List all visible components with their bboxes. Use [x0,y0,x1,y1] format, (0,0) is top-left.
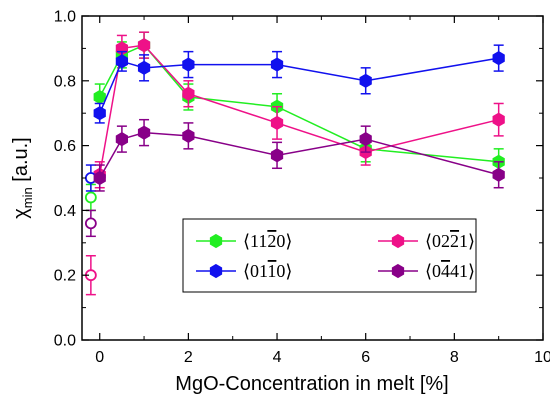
legend-swatch-marker [209,263,223,279]
legend-swatch-marker [391,263,405,279]
y-axis-title-symbol: χ [10,208,32,219]
x-tick-label: 2 [184,349,193,366]
y-axis-title-subscript: min [20,187,35,208]
legend-box [182,218,477,293]
data-point [137,125,151,140]
data-point [182,57,195,72]
legend-label: ⟨1120⟩ [243,231,292,251]
y-tick-label: 0.2 [54,268,76,285]
x-axis-title: MgO-Concentration in melt [%] [175,373,448,395]
x-tick-label: 0 [95,349,104,366]
data-point [93,170,106,186]
x-tick-label: 10 [534,349,550,366]
legend: ⟨1120⟩ ⟨0221⟩ ⟨0110⟩ ⟨0441⟩ [182,218,477,293]
legend-label: ⟨0110⟩ [243,261,292,281]
y-tick-label: 0.8 [54,73,76,90]
y-axis-title-unit: [a.u.] [10,137,32,181]
legend-swatch-marker [209,233,223,249]
series-s0441 [84,118,505,238]
axes: 0 2 4 6 8 10 0.0 0.2 0.4 0.6 0.8 1.0 [54,9,550,367]
legend-entry-s0441: ⟨0441⟩ [378,261,475,281]
data-point [492,112,505,127]
y-tick-label: 0.0 [54,333,76,350]
data-point [270,148,284,163]
y-tick-label: 0.4 [54,203,76,220]
legend-label: ⟨0441⟩ [425,261,475,281]
data-point [182,128,195,143]
data-point [492,51,505,66]
legend-entry-s1120: ⟨1120⟩ [196,231,292,251]
series-s1120 [84,31,505,212]
data-point-open [84,191,97,204]
y-tick-label: 1.0 [54,9,76,26]
legend-entry-s0221: ⟨0221⟩ [378,231,475,251]
data-point [115,132,129,147]
data-point-open [84,217,97,230]
series-line [99,57,499,114]
data-point [270,115,284,130]
x-tick-label: 8 [450,349,459,366]
data-point [115,54,129,69]
x-tick-label: 4 [273,349,282,366]
legend-label: ⟨0221⟩ [425,231,475,251]
data-point [359,132,372,147]
data-point [137,60,151,75]
data-point [93,106,106,121]
svg-text:χmin [a.u.]: χmin [a.u.] [10,137,35,219]
data-point [93,89,106,105]
series-s0110 [84,44,505,192]
legend-swatch-marker [391,233,405,249]
y-axis-title: χmin [a.u.] [10,137,35,219]
y-tick-label: 0.6 [54,138,76,155]
data-point [359,73,372,88]
chart-marks [84,31,505,296]
data-point [182,86,195,101]
data-point [270,57,284,72]
data-point [492,167,505,182]
data-point [137,38,151,53]
x-tick-label: 6 [361,349,370,366]
legend-entry-s0110: ⟨0110⟩ [196,261,292,281]
